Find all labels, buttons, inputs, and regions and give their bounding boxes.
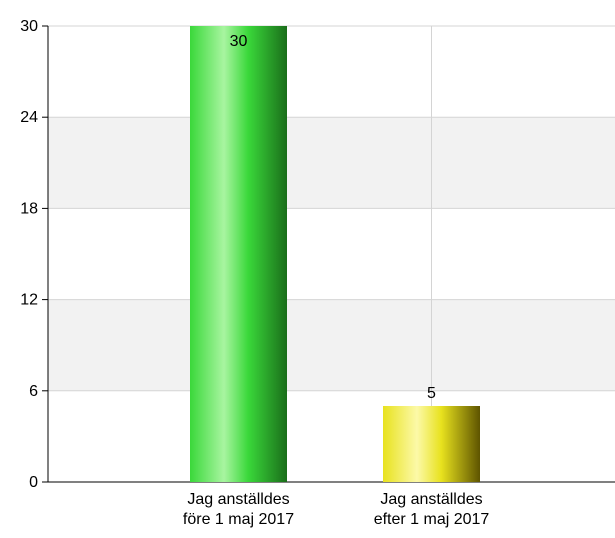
background-band xyxy=(48,299,615,391)
y-tick-label: 0 xyxy=(29,474,38,491)
gridlines xyxy=(48,25,615,482)
background-band xyxy=(48,117,615,209)
axes: 0 6 12 18 24 30 xyxy=(20,18,615,491)
bar xyxy=(190,26,287,482)
y-tick-label: 30 xyxy=(20,18,38,35)
data-label: 5 xyxy=(427,385,436,402)
labels: 30 Jag anställdes före 1 maj 2017 5 Jag anst… xyxy=(183,33,490,528)
y-tick-label: 18 xyxy=(20,200,38,217)
bars xyxy=(190,26,480,482)
y-tick-label: 12 xyxy=(20,292,38,309)
bar xyxy=(383,406,480,482)
x-category-label: Jag anställdes före 1 maj 2017 xyxy=(183,491,294,528)
data-label: 30 xyxy=(230,33,248,50)
background-bands xyxy=(48,117,615,391)
x-category-label: Jag anställdes efter 1 maj 2017 xyxy=(374,491,490,528)
y-tick-label: 24 xyxy=(20,109,38,126)
y-tick-label: 6 xyxy=(29,383,38,400)
